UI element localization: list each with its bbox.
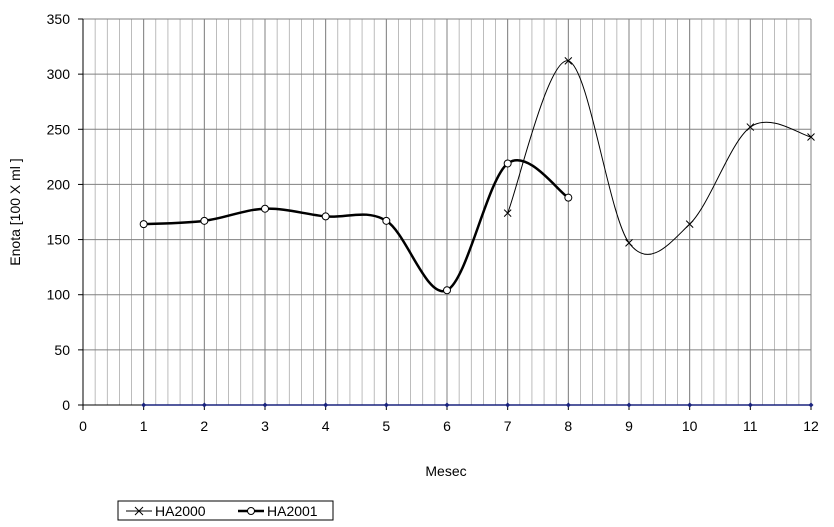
y-tick-label: 50 [54, 342, 70, 358]
legend: HA2000 HA2001 [117, 500, 334, 521]
x-tick-label: 6 [443, 418, 451, 434]
x-tick-label: 5 [382, 418, 390, 434]
x-tick-labels: 0 1 2 3 4 5 6 7 8 9 10 11 12 [79, 418, 819, 434]
y-tick-label: 200 [47, 176, 71, 192]
x-tick-label: 2 [200, 418, 208, 434]
y-tick-label: 0 [62, 397, 70, 413]
y-tick-label: 100 [47, 287, 71, 303]
data-point-ha2000 [625, 239, 633, 247]
data-point-baseline [201, 402, 207, 408]
data-point-baseline [141, 402, 147, 408]
data-point-ha2000 [503, 209, 512, 217]
x-tick-label: 7 [504, 418, 512, 434]
data-point-ha2001 [200, 216, 209, 225]
legend-marker-circle-icon [247, 507, 255, 515]
data-point-baseline [687, 402, 693, 408]
x-tick-label: 12 [803, 418, 819, 434]
data-point-baseline [808, 402, 814, 408]
x-tick-label: 8 [564, 418, 572, 434]
legend-item-ha2001: HA2001 [238, 503, 318, 519]
data-point-baseline [323, 402, 329, 408]
legend-marker-x-icon [134, 506, 144, 516]
x-axis-title: Mesec [425, 463, 466, 479]
x-tick-label: 11 [743, 418, 758, 434]
series-ha2001 [139, 159, 573, 295]
series-baseline [141, 402, 814, 408]
x-tick-label: 3 [261, 418, 269, 434]
data-point-ha2001 [321, 212, 330, 221]
data-point-baseline [626, 402, 632, 408]
axes [78, 18, 812, 410]
y-tick-label: 350 [47, 11, 71, 27]
series-line-ha2000 [507, 60, 812, 255]
data-point-ha2000 [564, 57, 573, 65]
x-tick-label: 4 [322, 418, 330, 434]
x-tick-label: 1 [140, 418, 148, 434]
x-tick-label: 0 [79, 418, 87, 434]
y-tick-label: 300 [47, 66, 71, 82]
y-tick-label: 150 [47, 232, 71, 248]
legend-item-ha2000: HA2000 [126, 503, 206, 519]
legend-box [117, 500, 334, 521]
x-tick-label: 9 [625, 418, 633, 434]
data-point-baseline [262, 402, 268, 408]
legend-label-ha2000: HA2000 [155, 503, 206, 519]
x-tick-label: 10 [682, 418, 698, 434]
data-point-ha2001 [564, 193, 573, 202]
series-line-ha2001 [143, 159, 570, 293]
data-point-ha2000 [685, 220, 694, 228]
series-ha2000 [503, 57, 815, 255]
y-tick-label: 250 [47, 121, 71, 137]
series-layer [139, 57, 815, 408]
data-point-ha2000 [807, 133, 815, 141]
data-point-baseline [505, 402, 511, 408]
data-point-ha2001 [139, 220, 148, 229]
data-point-baseline [565, 402, 571, 408]
y-tick-labels: 0 50 100 150 200 250 300 350 [47, 11, 71, 413]
y-axis-title: Enota [100 X ml ] [7, 158, 23, 265]
data-point-ha2001 [382, 216, 391, 225]
data-point-ha2001 [261, 204, 269, 213]
data-point-ha2001 [503, 159, 512, 168]
legend-label-ha2001: HA2001 [267, 503, 318, 519]
data-point-baseline [383, 402, 389, 408]
data-point-ha2000 [746, 123, 755, 131]
data-point-ha2001 [443, 286, 451, 295]
data-point-baseline [747, 402, 753, 408]
data-point-baseline [444, 402, 450, 408]
